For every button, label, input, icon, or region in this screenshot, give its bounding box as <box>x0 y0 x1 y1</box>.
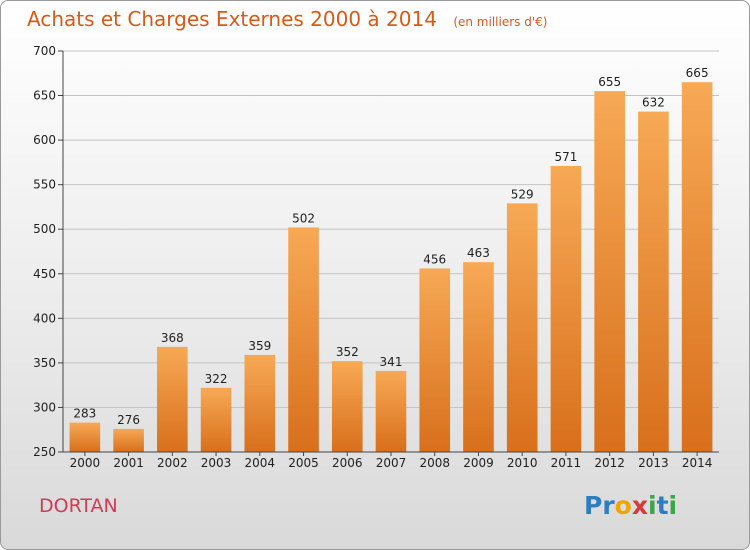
x-tick-label: 2002 <box>157 456 188 470</box>
x-tick-label: 2004 <box>245 456 276 470</box>
bar <box>331 361 363 452</box>
bars-layer <box>69 82 713 453</box>
axis-layer: 250 300 350 400 450 500 550 600 650 700 2000 2001 20… <box>33 44 719 470</box>
bar-value-label: 341 <box>380 355 403 369</box>
bar-value-label: 359 <box>248 339 271 353</box>
brand-letter: o <box>614 491 632 520</box>
bar <box>638 111 669 453</box>
brand-logo: Proxiti <box>584 491 677 520</box>
bar <box>681 82 713 452</box>
y-tick-label: 650 <box>33 89 56 103</box>
bar-value-label: 571 <box>554 150 577 164</box>
bar-value-label: 352 <box>336 345 359 359</box>
brand-letter: i <box>648 491 657 520</box>
bar <box>244 354 276 452</box>
bar-value-label: 502 <box>292 211 315 225</box>
bar <box>113 428 144 452</box>
x-tick-label: 2013 <box>638 456 669 470</box>
x-tick-label: 2009 <box>463 456 494 470</box>
x-tick-label: 2001 <box>113 456 144 470</box>
x-tick-label: 2005 <box>288 456 319 470</box>
bar <box>69 422 101 452</box>
chart-title-text: Achats et Charges Externes 2000 à 2014 <box>27 7 437 31</box>
y-tick-label: 600 <box>33 133 56 147</box>
x-tick-label: 2011 <box>551 456 582 470</box>
bar-value-label: 665 <box>686 66 709 80</box>
bar-value-label: 456 <box>423 252 446 266</box>
x-tick-label: 2014 <box>682 456 713 470</box>
bar-value-label: 632 <box>642 96 665 110</box>
brand-letter: x <box>631 491 648 520</box>
bar <box>200 387 232 452</box>
y-tick-label: 300 <box>33 400 56 414</box>
brand-letter: t <box>656 491 669 520</box>
x-tick-label: 2006 <box>332 456 363 470</box>
place-name: DORTAN <box>39 495 118 517</box>
bar <box>550 165 582 452</box>
bar-value-label: 655 <box>598 75 621 89</box>
bar-value-label: 368 <box>161 331 184 345</box>
bar <box>463 262 494 452</box>
x-tick-label: 2012 <box>594 456 625 470</box>
bar <box>288 227 319 452</box>
bar <box>375 370 407 452</box>
bar <box>419 268 451 452</box>
bar <box>506 203 538 452</box>
x-tick-label: 2007 <box>376 456 407 470</box>
y-tick-label: 250 <box>33 445 56 459</box>
chart-unit-label: (en milliers d'€) <box>453 15 548 29</box>
bar-value-label: 463 <box>467 246 490 260</box>
x-tick-label: 2003 <box>201 456 232 470</box>
bar-value-label: 283 <box>73 407 96 421</box>
bar <box>594 91 625 452</box>
x-tick-label: 2000 <box>70 456 101 470</box>
brand-letter: r <box>602 491 615 520</box>
y-tick-label: 700 <box>33 44 56 58</box>
y-tick-label: 400 <box>33 311 56 325</box>
bar-value-label: 322 <box>205 372 228 386</box>
y-tick-label: 350 <box>33 356 56 370</box>
brand-letter: P <box>584 491 603 520</box>
brand-letter: i <box>668 491 678 520</box>
bar <box>157 346 188 452</box>
bar-value-label: 276 <box>117 413 140 427</box>
chart-title: Achats et Charges Externes 2000 à 2014 (… <box>27 7 547 31</box>
x-tick-label: 2010 <box>507 456 538 470</box>
y-tick-label: 500 <box>33 222 56 236</box>
x-tick-label: 2008 <box>419 456 450 470</box>
bar-value-label: 529 <box>511 187 534 201</box>
y-tick-label: 550 <box>33 178 56 192</box>
y-tick-label: 450 <box>33 267 56 281</box>
labels-layer: 283 276 368 322 359 502 352 341 456 463 529 571 655 6… <box>73 66 708 427</box>
